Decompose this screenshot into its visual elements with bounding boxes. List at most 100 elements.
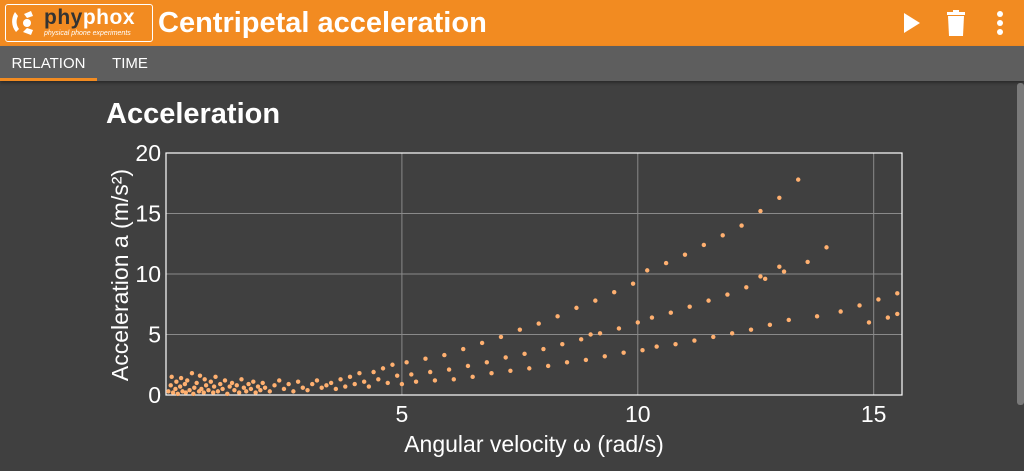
data-point — [597, 331, 603, 336]
data-point — [536, 321, 541, 326]
data-point — [246, 381, 251, 387]
data-point — [866, 320, 872, 325]
y-tick-label: 10 — [135, 261, 161, 287]
data-point — [211, 384, 217, 389]
data-point — [758, 274, 763, 279]
data-point — [777, 195, 782, 200]
data-point — [484, 360, 490, 365]
data-point — [442, 352, 447, 358]
data-point — [739, 223, 744, 228]
data-point — [640, 348, 645, 353]
data-point — [706, 298, 711, 303]
data-point — [838, 309, 843, 314]
data-point — [183, 390, 189, 395]
data-point — [701, 242, 707, 248]
data-point — [210, 390, 216, 395]
x-tick-label: 15 — [861, 401, 887, 427]
data-point — [687, 304, 692, 309]
data-point — [232, 387, 237, 393]
data-point — [267, 389, 272, 394]
data-point — [175, 391, 180, 396]
data-point — [767, 322, 773, 328]
data-point — [324, 383, 329, 388]
data-point — [352, 381, 357, 387]
data-point — [291, 389, 296, 394]
data-point — [168, 383, 173, 388]
data-point — [399, 381, 405, 387]
tab-bar: RELATION TIME — [0, 46, 1024, 81]
data-point — [185, 378, 190, 383]
data-point — [649, 315, 655, 320]
data-point — [220, 386, 225, 392]
delete-data-button[interactable] — [941, 8, 971, 38]
data-point — [189, 371, 195, 376]
logo-wordmark: phyphox — [44, 6, 136, 29]
data-point — [578, 337, 584, 342]
data-point — [876, 297, 881, 302]
data-point — [635, 320, 640, 325]
data-point — [465, 363, 471, 369]
data-point — [673, 341, 678, 347]
data-point — [201, 390, 206, 395]
data-point — [177, 384, 183, 389]
data-point — [517, 327, 523, 332]
overflow-menu-button[interactable] — [986, 8, 1014, 38]
tab-relation[interactable]: RELATION — [0, 46, 97, 81]
data-point — [174, 379, 179, 384]
data-point — [479, 340, 485, 346]
data-point — [328, 380, 334, 386]
data-point — [588, 332, 593, 337]
experiment-title: Centripetal acceleration — [158, 7, 487, 39]
data-point — [432, 378, 438, 383]
data-point — [895, 291, 900, 296]
data-point — [248, 386, 254, 392]
data-point — [781, 269, 787, 274]
data-point — [253, 390, 258, 395]
data-point — [262, 385, 268, 390]
logo-subtitle: physical phone experiments — [44, 30, 131, 37]
data-point — [300, 385, 306, 390]
data-point — [213, 374, 218, 380]
data-point — [508, 368, 513, 373]
data-point — [602, 354, 607, 359]
data-point — [409, 372, 414, 377]
data-point — [616, 326, 622, 331]
data-points — [166, 177, 900, 396]
data-point — [244, 389, 249, 394]
data-point — [725, 292, 730, 297]
data-point — [385, 380, 390, 386]
data-point — [277, 378, 282, 383]
play-button[interactable] — [896, 8, 926, 38]
x-axis-label: Angular velocity ω (rad/s) — [404, 431, 664, 457]
scrollbar[interactable] — [1017, 83, 1024, 405]
phyphox-logo-icon — [12, 11, 33, 35]
data-point — [347, 374, 353, 380]
tick-labels: 5 10 15 0 5 10 15 20 — [135, 140, 886, 427]
data-point — [560, 341, 565, 347]
data-point — [314, 378, 320, 383]
data-point — [522, 351, 527, 357]
data-point — [404, 360, 409, 365]
data-point — [527, 366, 532, 371]
data-point — [255, 384, 261, 389]
data-point — [824, 245, 829, 250]
data-point — [805, 259, 810, 265]
data-point — [286, 381, 291, 387]
data-point — [630, 281, 636, 286]
y-tick-label: 0 — [148, 382, 161, 408]
trash-icon — [947, 10, 965, 36]
x-tick-label: 5 — [395, 401, 408, 427]
grid-lines — [166, 153, 902, 395]
data-point — [371, 369, 376, 375]
data-point — [361, 379, 367, 384]
data-point — [777, 264, 782, 269]
data-point — [668, 310, 674, 315]
data-point — [173, 386, 178, 392]
data-point — [295, 379, 301, 384]
tab-time[interactable]: TIME — [112, 55, 148, 72]
data-point — [503, 355, 508, 360]
play-icon — [904, 13, 920, 33]
data-point — [208, 379, 214, 384]
data-point — [545, 363, 551, 369]
